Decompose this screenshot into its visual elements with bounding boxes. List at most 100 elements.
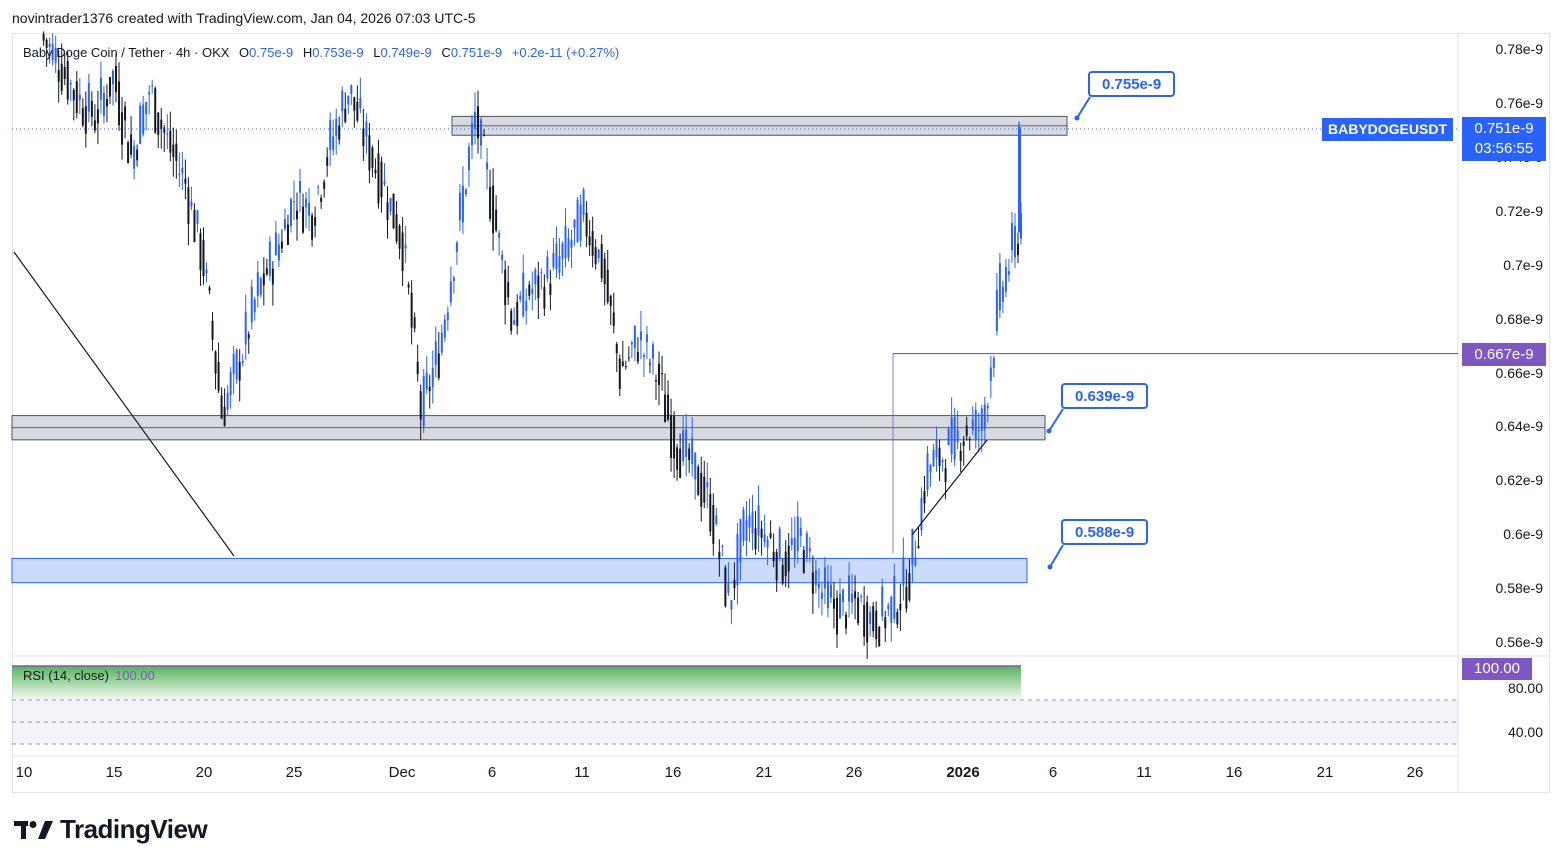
candle-body [277, 244, 280, 261]
candle-body [244, 311, 247, 345]
candle-body [368, 135, 371, 171]
candle-body [232, 354, 235, 374]
candle-body [507, 282, 510, 298]
callout-anchor-0 [1074, 115, 1080, 121]
candle-body [473, 111, 476, 129]
candle-body [564, 225, 567, 259]
candle-body [93, 120, 96, 131]
candle-body [670, 415, 673, 458]
candle-body [902, 557, 905, 586]
candle-body [654, 380, 657, 382]
candle-body [624, 365, 627, 367]
candle-body [845, 614, 848, 629]
candle-body [163, 127, 166, 133]
candle-body [401, 232, 404, 271]
candle-body [739, 519, 742, 563]
candle-body [292, 201, 295, 203]
candle-body [259, 278, 262, 295]
candle-body [326, 157, 329, 166]
candle-body [712, 505, 715, 544]
candle-body [57, 70, 60, 82]
candle-body [869, 611, 872, 624]
rsi-legend[interactable]: RSI (14, close) 100.00 [23, 668, 155, 683]
price-tick: 0.78e-9 [1495, 41, 1543, 57]
candle-body [63, 66, 66, 79]
candle-body [558, 256, 561, 274]
candle-body [377, 153, 380, 204]
candle-body [359, 97, 362, 109]
candle-body [498, 232, 501, 238]
symbol-legend[interactable]: Baby Doge Coin / Tether · 4h · OKX O0.75… [23, 45, 619, 60]
date-tick: 21 [755, 764, 773, 781]
candle-body [99, 77, 102, 100]
candle-body [908, 573, 911, 600]
date-tick: 21 [1316, 764, 1334, 781]
candle-body [658, 363, 661, 385]
candle-body [121, 112, 124, 145]
callout-top-zone[interactable]: 0.755e-9 [1088, 71, 1176, 97]
callout-low-zone[interactable]: 0.588e-9 [1061, 519, 1149, 545]
date-tick: 26 [1406, 764, 1424, 781]
tradingview-logo[interactable]: TradingView [14, 814, 208, 845]
candle-body [567, 238, 570, 258]
candle-body [953, 416, 956, 460]
candle-body [703, 476, 706, 503]
candle-body [914, 557, 917, 566]
candle-body [935, 440, 938, 458]
candle-body [742, 509, 745, 541]
candle-body [775, 551, 778, 581]
candle-body [449, 281, 452, 303]
candle-body [823, 567, 826, 589]
candle-body [45, 39, 48, 48]
candle-body [115, 65, 118, 93]
candle-body [694, 452, 697, 480]
candle-body [760, 528, 763, 538]
candle-body [537, 275, 540, 299]
candle-body [817, 583, 820, 589]
candle-body [721, 546, 724, 548]
candle-body [78, 94, 81, 101]
candle-body [151, 85, 154, 87]
candle-body [139, 105, 142, 145]
candle-body [199, 233, 202, 270]
candle-body [790, 538, 793, 546]
candle-body [941, 460, 944, 462]
candle-body [989, 367, 992, 381]
candle-body [51, 44, 54, 61]
candle-body [866, 602, 869, 643]
candle-body [133, 145, 136, 169]
candle-body [561, 243, 564, 260]
candle-body [314, 217, 317, 226]
candle-body [347, 95, 350, 105]
candle-body [588, 236, 591, 246]
open-label: O [239, 45, 250, 60]
candle-body [522, 272, 525, 317]
candle-body [205, 269, 208, 274]
candle-body [715, 515, 718, 524]
callout-mid-zone[interactable]: 0.639e-9 [1061, 383, 1149, 409]
candle-body [691, 437, 694, 465]
candle-body [501, 254, 504, 261]
rsi-overbought-fill [12, 666, 1021, 700]
candle-body [962, 441, 965, 446]
candle-body [410, 292, 413, 328]
candle-body [685, 429, 688, 457]
change-value: +0.2e-11 (+0.27%) [511, 45, 620, 60]
candle-body [854, 591, 857, 599]
candle-body [781, 565, 784, 584]
candle-body [796, 516, 799, 552]
candle-body [633, 325, 636, 349]
close-label: C [441, 45, 451, 60]
candle-body [839, 593, 842, 619]
candle-body [383, 181, 386, 185]
candle-body [127, 142, 130, 163]
candle-body [226, 392, 229, 410]
candle-body [772, 551, 775, 562]
candle-body [645, 334, 648, 343]
candle-body [1013, 226, 1016, 258]
candle-body [102, 92, 105, 116]
candle-body [591, 231, 594, 256]
candle-body [615, 343, 618, 354]
candle-body [380, 161, 383, 197]
